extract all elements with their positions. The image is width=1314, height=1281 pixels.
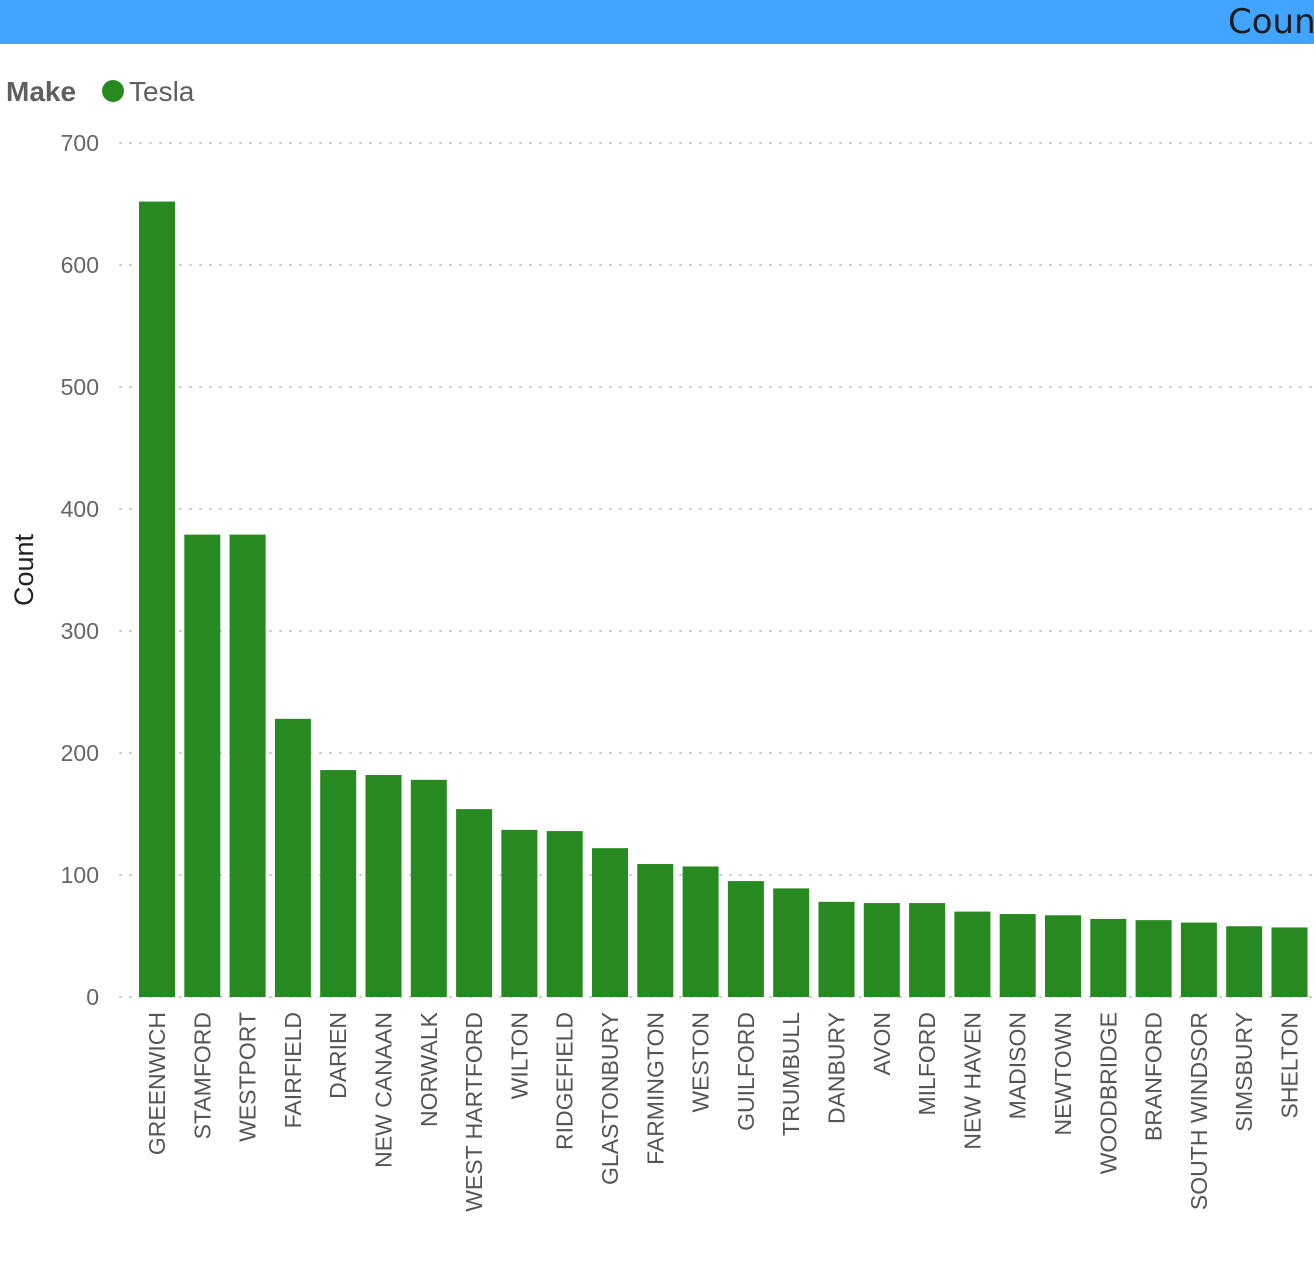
bar[interactable] (1135, 920, 1172, 997)
y-tick-label: 500 (61, 374, 99, 400)
bar[interactable] (909, 903, 946, 997)
x-tick-label: MADISON (1005, 1012, 1031, 1119)
y-tick-label: 700 (61, 130, 99, 156)
bar[interactable] (999, 914, 1036, 997)
x-tick-label: GUILFORD (733, 1012, 759, 1131)
x-tick-label: SHELTON (1277, 1012, 1303, 1119)
bar[interactable] (229, 534, 266, 997)
bar[interactable] (410, 779, 447, 997)
x-tick-label: MILFORD (914, 1012, 940, 1116)
legend-title: Make (6, 76, 76, 107)
x-tick-label: BRANFORD (1141, 1012, 1167, 1141)
x-tick-label: NEW CANAAN (371, 1012, 397, 1168)
y-tick-label: 400 (61, 496, 99, 522)
y-axis-title: Count (9, 533, 39, 606)
bar[interactable] (727, 881, 764, 997)
bar[interactable] (1271, 927, 1308, 997)
x-tick-label: DANBURY (824, 1012, 850, 1124)
y-tick-label: 600 (61, 252, 99, 278)
bar[interactable] (863, 903, 900, 997)
x-tick-label: RIDGEFIELD (552, 1012, 578, 1150)
x-tick-label: STAMFORD (189, 1012, 215, 1139)
x-tick-label: SIMSBURY (1231, 1012, 1257, 1132)
x-tick-label: WESTPORT (235, 1012, 261, 1142)
bar[interactable] (501, 829, 538, 997)
bar[interactable] (184, 534, 221, 997)
legend-label: Tesla (129, 76, 195, 107)
y-axis-ticks: 0 100 200 300 400 500 600 700 (61, 130, 99, 1010)
y-tick-label: 200 (61, 740, 99, 766)
x-tick-label: GREENWICH (144, 1012, 170, 1155)
x-tick-label: NORWALK (416, 1011, 442, 1127)
bar[interactable] (1090, 918, 1127, 997)
x-tick-label: NEW HAVEN (959, 1012, 985, 1150)
x-tick-label: NEWTOWN (1050, 1012, 1076, 1136)
bar[interactable] (1180, 922, 1217, 997)
y-tick-label: 300 (61, 618, 99, 644)
bar[interactable] (139, 201, 175, 997)
bar[interactable] (1226, 926, 1263, 997)
x-tick-label: WEST HARTFORD (461, 1012, 487, 1212)
chart-title: Coun (1228, 2, 1314, 42)
bar[interactable] (818, 901, 855, 997)
bar[interactable] (274, 718, 311, 997)
x-tick-label: WESTON (688, 1012, 714, 1113)
x-tick-label: GLASTONBURY (597, 1012, 623, 1185)
title-bar: Coun (0, 0, 1314, 44)
bar[interactable] (546, 831, 583, 997)
bars (139, 201, 1308, 997)
bar[interactable] (954, 911, 991, 997)
bar[interactable] (1045, 915, 1081, 997)
x-tick-label: WILTON (506, 1012, 532, 1099)
bar[interactable] (320, 770, 357, 997)
y-tick-label: 0 (86, 984, 99, 1010)
bar[interactable] (682, 866, 719, 997)
gridlines (119, 142, 1314, 998)
bar[interactable] (773, 888, 810, 997)
x-tick-label: SOUTH WINDSOR (1186, 1012, 1212, 1210)
bar[interactable] (456, 809, 493, 997)
bar[interactable] (637, 864, 674, 997)
x-tick-label: FARMINGTON (642, 1012, 668, 1165)
x-axis-labels: GREENWICH STAMFORD WESTPORT FAIRFIELD DARIEN… (144, 1011, 1303, 1211)
legend-marker (102, 80, 124, 102)
bar[interactable] (592, 848, 628, 997)
x-tick-label: WOODBRIDGE (1095, 1012, 1121, 1174)
x-tick-label: TRUMBULL (778, 1012, 804, 1136)
bar[interactable] (365, 774, 402, 997)
x-tick-label: FAIRFIELD (280, 1012, 306, 1128)
x-tick-label: AVON (869, 1012, 895, 1075)
y-tick-label: 100 (61, 862, 99, 888)
x-tick-label: DARIEN (325, 1012, 351, 1099)
